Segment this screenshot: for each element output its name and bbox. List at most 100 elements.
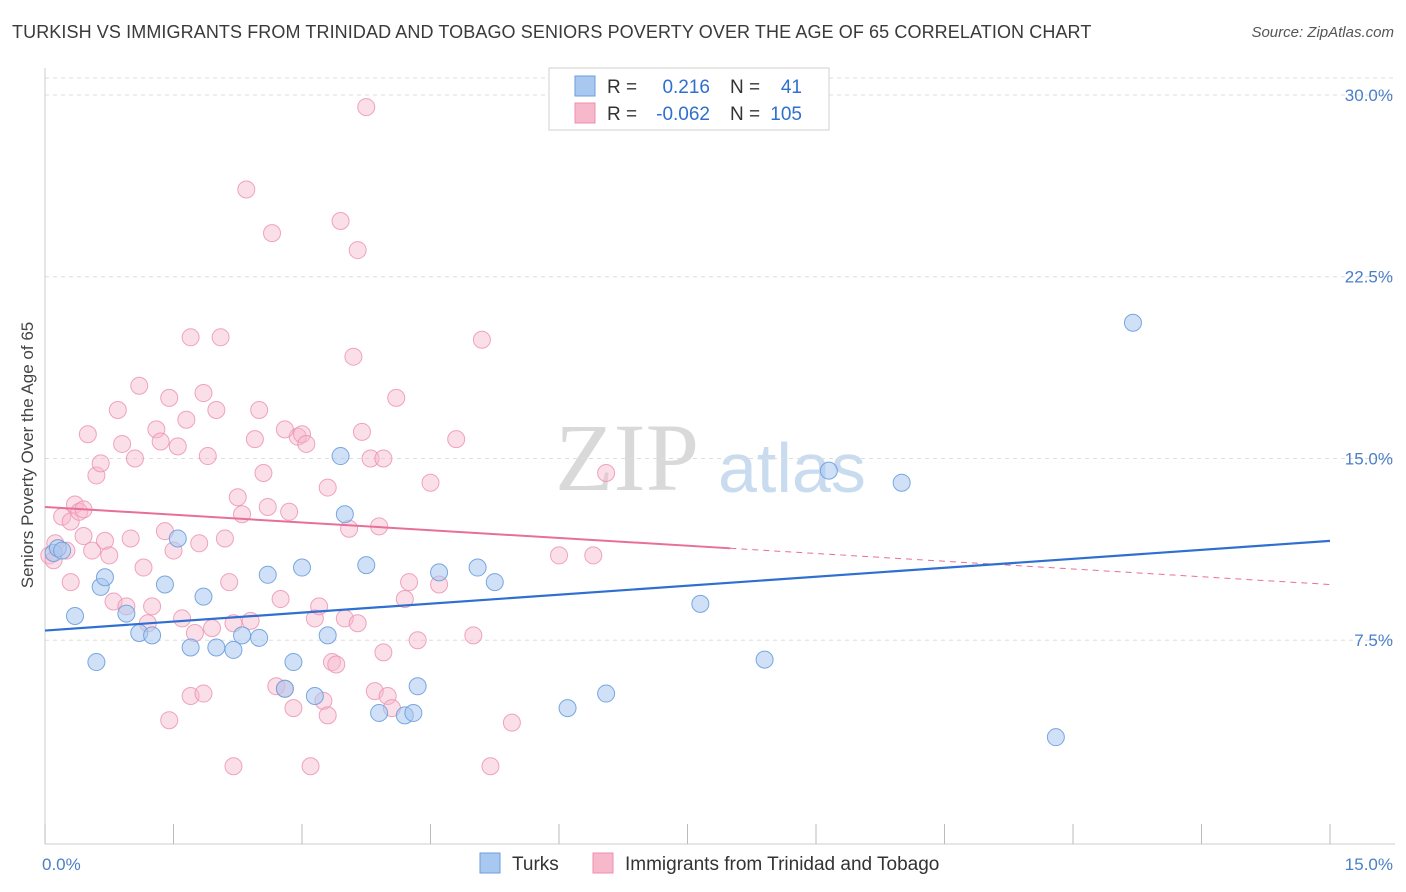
point-tt	[91, 454, 110, 473]
point-turks	[404, 703, 423, 722]
point-tt	[263, 224, 282, 243]
point-turks	[892, 473, 911, 492]
point-tt	[275, 420, 294, 439]
point-tt	[130, 376, 149, 395]
series-turks-points	[44, 313, 1142, 747]
point-tt	[215, 529, 234, 548]
point-tt	[284, 699, 303, 718]
y-tick-label: 30.0%	[1345, 86, 1393, 105]
point-tt	[74, 527, 93, 546]
point-turks	[233, 626, 252, 645]
point-tt	[203, 619, 222, 638]
point-tt	[293, 425, 311, 444]
point-turks	[87, 653, 106, 672]
axes	[44, 68, 1395, 845]
point-tt	[95, 531, 114, 550]
point-tt	[271, 590, 290, 609]
legend-n-label-1: N =	[730, 77, 760, 98]
point-tt	[237, 180, 256, 199]
point-tt	[447, 430, 466, 449]
point-tt	[198, 447, 217, 466]
point-turks	[194, 587, 213, 606]
point-tt	[327, 655, 346, 674]
point-tt	[207, 401, 226, 420]
point-tt	[378, 686, 397, 705]
trend-line-turks	[44, 539, 1331, 632]
point-tt	[121, 529, 140, 548]
point-turks	[558, 699, 577, 718]
y-tick-label: 15.0%	[1345, 449, 1393, 468]
point-tt	[348, 614, 367, 633]
point-turks	[168, 529, 187, 548]
point-tt	[100, 546, 119, 565]
point-turks	[284, 653, 303, 672]
watermark-atlas: atlas	[718, 429, 866, 507]
point-turks	[331, 447, 350, 466]
point-tt	[83, 541, 102, 560]
point-turks	[468, 558, 487, 577]
point-turks	[597, 684, 616, 703]
point-tt	[113, 434, 132, 453]
point-tt	[160, 711, 179, 730]
trend-line-tt-dashed	[730, 547, 1331, 586]
point-turks	[335, 505, 354, 524]
point-tt	[421, 473, 440, 492]
series-tt-points	[40, 98, 616, 776]
point-tt	[177, 410, 196, 429]
point-turks	[224, 640, 243, 659]
trend-line-tt	[44, 505, 731, 550]
trend-lines	[44, 505, 1331, 632]
point-turks	[250, 628, 269, 647]
grid-lines	[45, 77, 1395, 641]
point-tt	[361, 449, 380, 468]
point-turks	[155, 575, 174, 594]
x-tick-label: 0.0%	[42, 855, 81, 874]
legend-r-label-1: R =	[607, 77, 637, 98]
point-turks	[318, 626, 337, 645]
point-tt	[550, 546, 568, 565]
legend-n-label-2: N =	[730, 104, 760, 125]
point-turks	[408, 677, 427, 696]
point-tt	[147, 420, 166, 439]
point-tt	[280, 502, 299, 521]
point-tt	[297, 434, 316, 453]
point-tt	[143, 597, 162, 616]
point-tt	[481, 757, 500, 776]
point-turks	[117, 604, 136, 623]
chart-title: TURKISH VS IMMIGRANTS FROM TRINIDAD AND …	[12, 22, 1092, 42]
bottom-legend-tt: Immigrants from Trinidad and Tobago	[625, 854, 939, 875]
point-tt	[400, 573, 419, 592]
point-tt	[151, 432, 170, 451]
point-turks	[370, 703, 389, 722]
point-tt	[108, 401, 127, 420]
point-turks	[1046, 728, 1065, 747]
point-tt	[464, 626, 483, 645]
point-turks	[485, 573, 504, 592]
point-tt	[78, 425, 97, 444]
x-tick-label: 15.0%	[1345, 855, 1393, 874]
point-tt	[220, 573, 239, 592]
point-turks	[275, 679, 294, 698]
point-tt	[228, 488, 247, 507]
point-tt	[387, 388, 406, 407]
point-tt	[305, 609, 324, 628]
point-tt	[87, 466, 106, 485]
bottom-legend-swatch-turks	[479, 852, 501, 874]
point-tt	[352, 422, 371, 441]
point-tt	[597, 464, 616, 483]
tick-labels: 7.5% 15.0% 22.5% 30.0% 0.0% 15.0%	[42, 86, 1393, 874]
point-tt	[357, 98, 376, 117]
point-tt	[374, 643, 393, 662]
legend-n-value-1: 41	[781, 77, 802, 98]
point-tt	[348, 241, 367, 260]
point-tt	[331, 211, 350, 230]
point-turks	[65, 607, 84, 626]
point-tt	[134, 558, 153, 577]
point-tt	[258, 497, 277, 516]
point-tt	[374, 449, 393, 468]
point-tt	[194, 384, 213, 403]
legend-r-label-2: R =	[607, 104, 637, 125]
point-turks	[95, 568, 114, 587]
point-tt	[301, 757, 320, 776]
